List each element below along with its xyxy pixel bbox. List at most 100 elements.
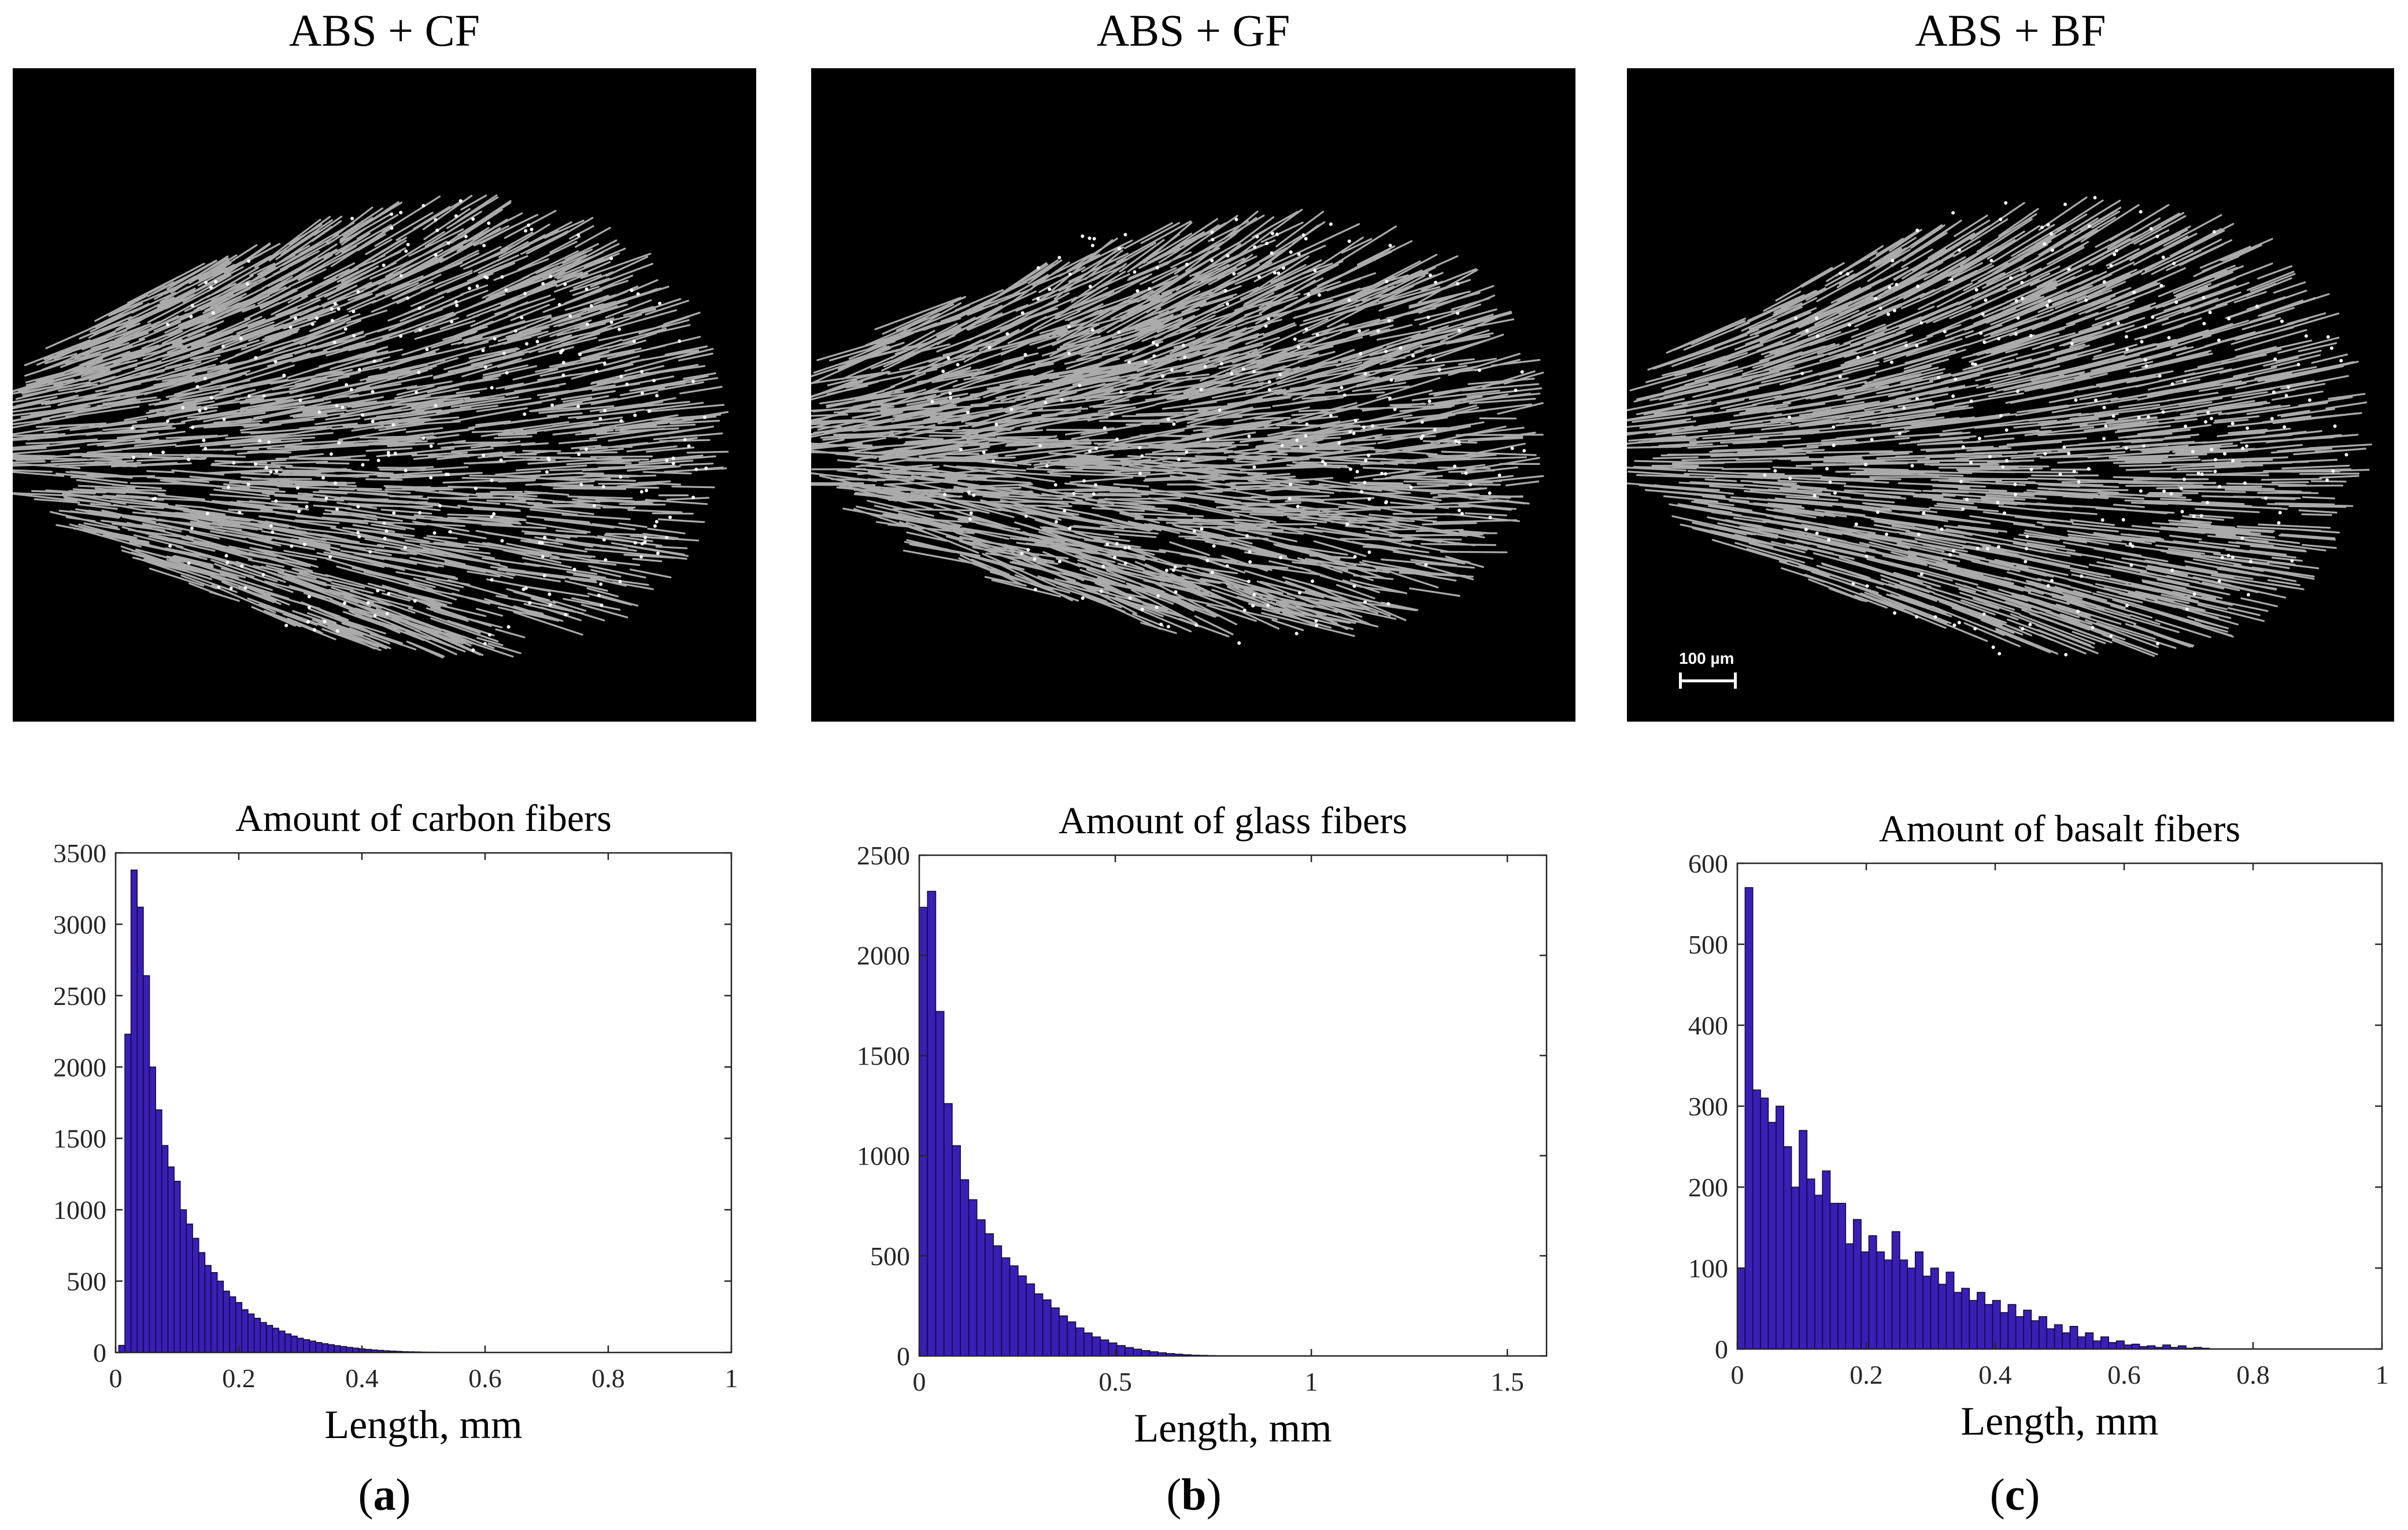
caption-a: (a) — [358, 1469, 411, 1520]
histogram-bar — [1791, 1187, 1800, 1350]
x-tick-label: 0.4 — [1978, 1360, 2012, 1389]
histogram-bar — [315, 1341, 323, 1353]
histogram-carbon: Amount of carbon fibers 0 0.2 0.4 0.6 0.8 1 0 50… — [53, 797, 738, 1447]
y-tick-label: 2000 — [857, 941, 910, 970]
histogram-bar — [985, 1233, 994, 1357]
histogram-bar — [1829, 1203, 1839, 1350]
histogram-bar — [192, 1237, 199, 1353]
histogram-bar — [993, 1245, 1003, 1357]
histogram-bar — [2046, 1328, 2055, 1350]
caption-b: (b) — [1166, 1469, 1222, 1520]
x-tick-label: 0.6 — [468, 1363, 502, 1393]
histogram-bar — [1760, 1097, 1769, 1350]
x-tick-label: 0 — [913, 1367, 926, 1396]
x-tick-label: 0 — [1731, 1360, 1744, 1389]
histogram-glass: Amount of glass fibers 0 0.5 1 1.5 0 500 1000 15… — [857, 800, 1548, 1451]
histogram-bar — [321, 1343, 329, 1353]
y-tick-label: 500 — [66, 1267, 106, 1296]
histogram-bar — [136, 907, 144, 1353]
y-tick-label: 3500 — [53, 838, 106, 868]
chart-title: Amount of basalt fibers — [1879, 808, 2240, 850]
histogram-bar — [303, 1339, 310, 1353]
histogram-bar — [1009, 1265, 1019, 1357]
histogram-bar — [223, 1291, 230, 1353]
scale-bar: 100 µm — [1679, 649, 1743, 689]
histogram-bar — [290, 1335, 298, 1353]
histogram-bar — [1969, 1300, 1978, 1350]
histogram-bar — [173, 1181, 181, 1353]
histogram-bar — [1067, 1321, 1077, 1357]
histogram-bar — [927, 890, 937, 1357]
caption-c-letter: c — [2004, 1469, 2025, 1520]
histogram-bar — [1026, 1283, 1035, 1357]
fiber-render-basalt-canvas — [1627, 195, 2372, 657]
fiber-strands — [811, 209, 1544, 638]
histogram-bar — [2054, 1324, 2063, 1350]
histogram-bar — [1776, 1106, 1785, 1350]
x-tick-label: 1.5 — [1490, 1367, 1524, 1396]
fiber-render-basalt: 100 µm — [1627, 68, 2394, 722]
histogram-bar — [210, 1272, 218, 1353]
histogram-bar — [1034, 1293, 1044, 1357]
histogram-bar — [1125, 1347, 1134, 1357]
histogram-bar — [186, 1224, 193, 1353]
axes-box — [114, 852, 733, 1354]
histogram-bar — [2085, 1332, 2094, 1350]
y-tick-label: 200 — [1688, 1173, 1728, 1202]
fiber-render-glass — [811, 68, 1575, 722]
histogram-bar — [1992, 1300, 2001, 1350]
histogram-bar — [297, 1337, 304, 1353]
x-axis-label: Length, mm — [1134, 1406, 1331, 1451]
histogram-bar — [1938, 1284, 1947, 1350]
photo-title-gf: ABS + GF — [1096, 5, 1290, 56]
histogram-bar — [235, 1302, 243, 1353]
scale-bar-line — [1679, 672, 1737, 689]
histogram-bar — [1799, 1130, 1808, 1350]
histogram-bar — [1744, 887, 1754, 1350]
y-tick-label: 3000 — [53, 910, 106, 939]
histogram-bar — [1907, 1267, 1916, 1350]
y-tick-label: 100 — [1688, 1254, 1728, 1283]
histogram-bar — [1945, 1272, 1955, 1350]
histogram-bar — [2030, 1320, 2040, 1350]
histogram-bar — [1984, 1304, 1993, 1350]
histogram-bar — [1852, 1219, 1862, 1350]
histogram-bar — [1767, 1122, 1777, 1350]
histogram-bar — [260, 1322, 267, 1353]
histogram-bar — [1899, 1259, 1908, 1350]
histogram-bar — [272, 1328, 279, 1353]
histogram-bar — [1133, 1348, 1142, 1357]
histogram-bar — [2007, 1304, 2017, 1350]
y-tick-label: 2500 — [53, 981, 106, 1011]
histogram-bar — [2131, 1343, 2140, 1350]
x-axis-label: Length, mm — [324, 1403, 522, 1447]
histogram-bar — [247, 1313, 255, 1353]
histogram-bar — [2039, 1316, 2047, 1350]
histogram-bar — [149, 1066, 156, 1353]
histogram-basalt: Amount of basalt fibers 0 0.2 0.4 0.6 0.8 1 0 10… — [1688, 808, 2389, 1444]
caption-c: (c) — [1989, 1469, 2040, 1520]
chart-title: Amount of glass fibers — [1059, 800, 1407, 842]
histogram-bar — [1806, 1178, 1815, 1350]
fiber-render-glass-canvas — [811, 209, 1544, 645]
histogram-bar — [155, 1109, 162, 1353]
fiber-strands — [1627, 196, 2372, 657]
y-tick-label: 1000 — [857, 1141, 910, 1171]
x-tick-label: 0.6 — [2107, 1360, 2141, 1389]
histogram-bar — [2115, 1340, 2125, 1350]
histogram-bar — [1822, 1170, 1831, 1350]
histogram-bar — [976, 1219, 986, 1357]
histogram-bar — [1752, 1089, 1761, 1350]
histogram-bar — [1860, 1251, 1870, 1350]
histogram-bar — [960, 1179, 970, 1357]
histogram-bar — [1914, 1251, 1924, 1350]
histogram-bar — [1116, 1345, 1126, 1357]
bars — [919, 890, 1233, 1357]
plot-area — [919, 855, 1547, 1356]
histogram-bar — [1891, 1231, 1900, 1350]
bars — [1737, 887, 2210, 1350]
chart-title: Amount of carbon fibers — [235, 797, 612, 840]
y-tick-label: 1500 — [53, 1124, 106, 1154]
histogram-bar — [1083, 1332, 1093, 1357]
x-tick-label: 1 — [1305, 1367, 1318, 1396]
